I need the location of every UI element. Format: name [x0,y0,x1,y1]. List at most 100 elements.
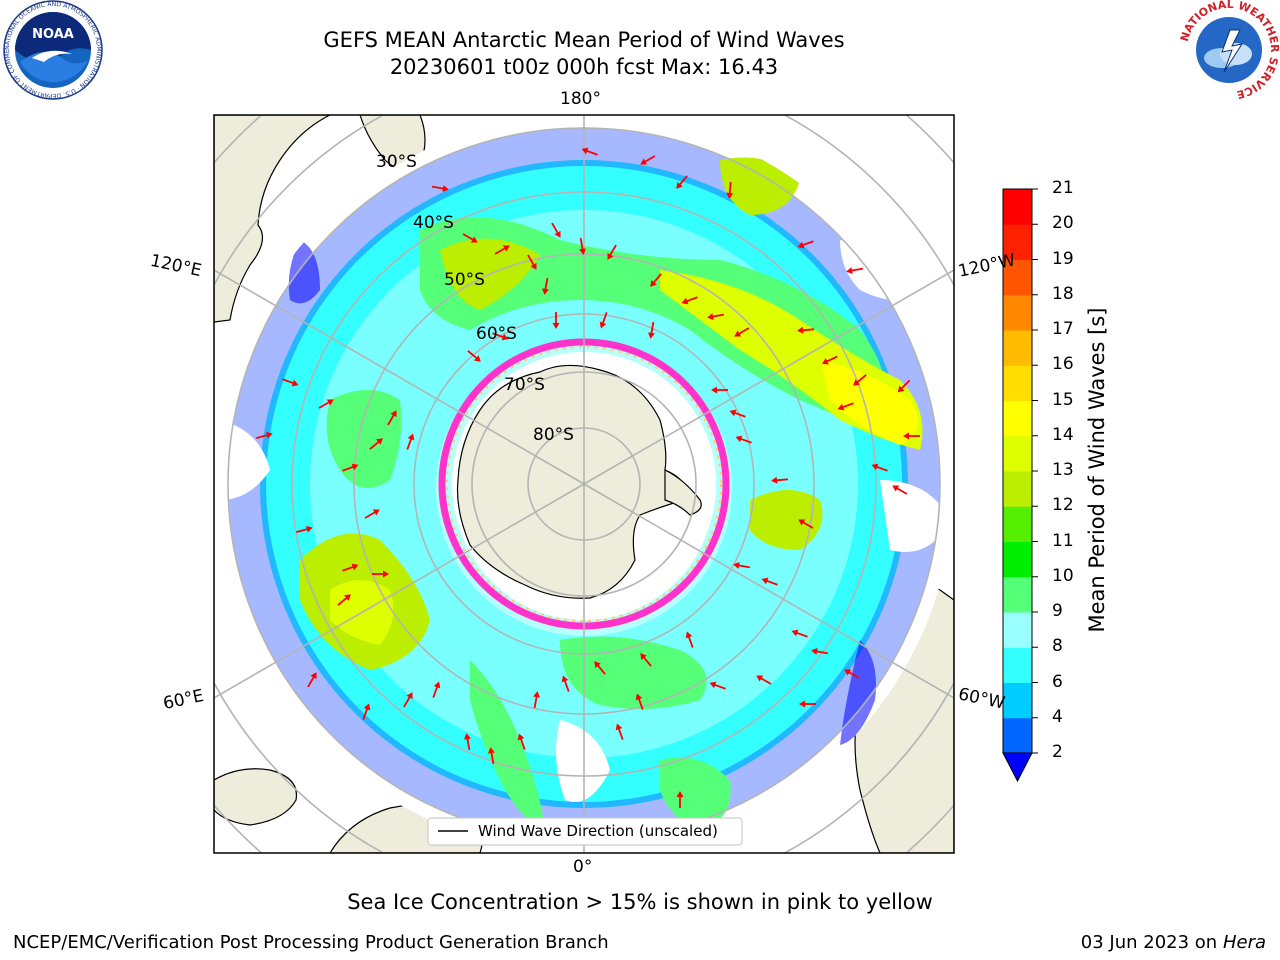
wave-direction-arrow [734,327,750,337]
colorbar-segment [1003,471,1032,507]
colorbar-tick-label: 12 [1052,495,1074,516]
wave-direction-arrow [527,254,537,270]
colorbar-tick-label: 16 [1052,354,1074,375]
lat-label-70s: 70°S [504,375,545,395]
wave-direction-arrow [282,378,299,387]
wave-direction-arrow [462,233,478,243]
wave-direction-arrow [594,661,606,675]
wave-direction-arrow [581,147,598,156]
colorbar-segment [1003,506,1032,542]
colorbar-segment [1003,717,1032,754]
colorbar-tick-label: 18 [1052,283,1074,304]
wave-direction-arrow [551,222,561,238]
wave-direction-arrow [685,631,694,648]
wave-direction-arrow [735,435,752,444]
wave-direction-arrow [364,509,380,519]
wave-direction-arrow [711,386,728,394]
wave-direction-arrow [846,267,864,274]
colorbar-tick-label: 4 [1052,706,1063,727]
wave-direction-arrow [771,476,789,484]
colorbar [1002,188,1038,783]
wave-direction-arrow [897,379,911,393]
wave-direction-arrow [729,409,746,418]
colorbar-segment [1003,682,1032,719]
colorbar-tick-label: 2 [1052,742,1063,762]
footer-left: NCEP/EMC/Verification Post Processing Pr… [13,932,609,953]
wave-direction-arrow [494,245,510,255]
wave-direction-arrow [676,175,688,189]
colorbar-tick-label: 14 [1052,424,1074,445]
lat-label-60s: 60°S [476,324,517,344]
wave-direction-arrow [837,402,854,411]
wave-direction-arrow [432,681,441,698]
colorbar-tick-label: 15 [1052,389,1074,410]
wave-direction-arrow [369,438,383,450]
lat-label-40s: 40°S [413,213,454,233]
colorbar-tick-label: 19 [1052,248,1074,269]
lat-label-80s: 80°S [533,425,574,445]
wave-direction-arrow [791,629,808,638]
wave-direction-arrow [387,410,397,426]
colorbar-segment [1003,294,1032,331]
colorbar-segment [1003,435,1032,472]
wave-direction-arrow [542,277,549,295]
wave-direction-arrow [799,700,816,708]
wave-direction-arrow [648,321,655,339]
wave-direction-arrow [607,244,617,260]
wave-direction-arrow [892,485,908,495]
svg-text:NOAA: NOAA [32,27,74,42]
wave-direction-arrow [756,675,772,685]
wave-direction-arrow [707,313,725,320]
map-legend [427,817,743,846]
chart-subtitle: 20230601 t00z 000h fcst Max: 16.43 [389,55,779,79]
footer-right: 03 Jun 2023 on Hera [1081,932,1266,953]
wave-direction-arrow [342,463,359,472]
footer-date: 03 Jun 2023 on [1080,932,1218,953]
wave-direction-arrow [821,355,838,365]
wave-direction-arrow [709,681,726,690]
wave-direction-arrow [635,693,644,710]
colorbar-tick-label: 17 [1052,319,1074,339]
wave-direction-arrow [650,273,662,287]
wave-direction-arrow [372,570,389,578]
colorbar-tick-label: 6 [1052,671,1063,692]
lat-label-50s: 50°S [444,270,485,290]
wave-direction-arrow [761,577,778,586]
wave-direction-arrow [797,326,815,334]
colorbar-segment [1003,189,1032,225]
wave-direction-arrow [871,463,888,472]
colorbar-tick-label: 10 [1052,565,1074,586]
wave-direction-arrow [431,185,449,192]
wave-direction-arrow [342,563,359,572]
wave-direction-arrow [464,733,471,751]
colorbar-tick-label: 9 [1052,601,1063,621]
colorbar-segment [1003,224,1032,260]
wave-direction-arrow [615,723,624,740]
wave-direction-arrow [798,519,814,529]
nws-logo: NATIONAL WEATHER SERVICE [1178,0,1280,101]
caption: Sea Ice Concentration > 15% is shown in … [347,890,933,914]
noaa-logo: NATIONAL OCEANIC AND ATMOSPHERIC ADMINIS… [0,0,104,100]
wave-direction-arrow [599,312,608,329]
colorbar-extend-triangle [1002,752,1033,783]
wave-direction-arrow [318,399,334,409]
wave-direction-arrow [488,747,495,765]
wave-direction-arrow [362,703,371,720]
colorbar-segment [1003,400,1032,437]
map-frame [213,114,955,854]
colorbar-label: Mean Period of Wind Waves [s] [1085,307,1109,633]
antarctica [456,364,687,599]
colorbar-segment [1003,330,1032,366]
wave-direction-arrow [733,562,751,569]
wave-direction-arrow [676,791,684,808]
wave-direction-arrow [256,431,273,439]
colorbar-tick-label: 21 [1052,178,1074,198]
chart-title: GEFS MEAN Antarctic Mean Period of Wind … [323,28,845,52]
wave-direction-arrow [403,692,413,708]
wave-direction-arrow [552,312,560,329]
wave-direction-arrow [517,733,526,750]
colorbar-segment [1003,541,1032,578]
wave-direction-arrow [640,155,656,165]
lon-label-bottom: 0° [573,857,593,877]
